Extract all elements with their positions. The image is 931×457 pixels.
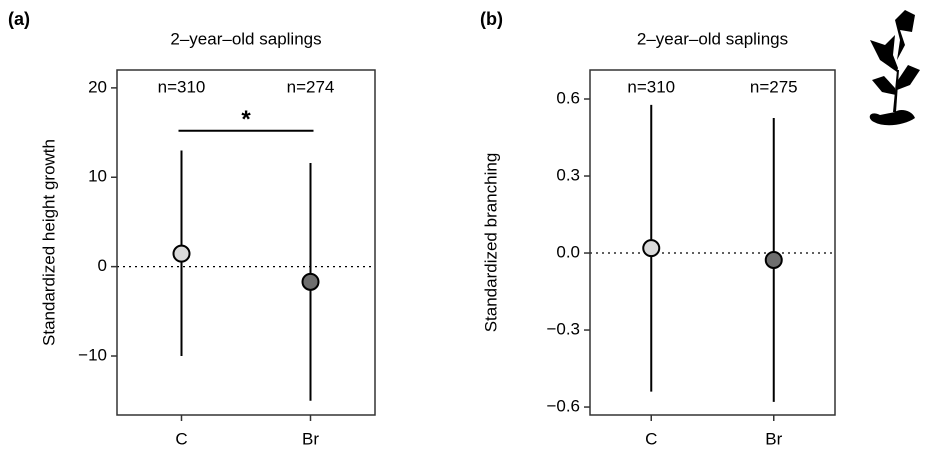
y-tick-label: 0.3	[556, 166, 580, 185]
significance-label: *	[241, 106, 251, 133]
panel-label: (b)	[480, 9, 503, 29]
chart-title: 2–year–old saplings	[170, 29, 321, 48]
chart-title: 2–year–old saplings	[637, 29, 788, 48]
x-tick-label: C	[175, 429, 187, 448]
n-label: n=310	[627, 77, 675, 96]
y-axis-label: Standardized branching	[481, 153, 500, 333]
point	[172, 244, 191, 263]
y-tick-label: 0.0	[556, 243, 580, 262]
y-tick-label: −0.3	[546, 320, 580, 339]
x-tick-label: Br	[302, 429, 319, 448]
n-label: n=275	[750, 77, 798, 96]
plot-frame	[589, 69, 836, 416]
y-tick-label: 10	[88, 167, 107, 186]
plant-icon	[869, 10, 920, 126]
y-tick-label: 0	[98, 256, 107, 275]
n-label: n=274	[287, 77, 335, 96]
x-tick-label: Br	[765, 429, 782, 448]
plot-frame	[116, 69, 376, 416]
y-tick-label: 0.6	[556, 88, 580, 107]
point	[642, 239, 661, 258]
point	[301, 272, 320, 291]
y-tick-label: −0.6	[546, 397, 580, 416]
y-tick-label: −10	[78, 345, 107, 364]
panel-label: (a)	[8, 9, 30, 29]
y-axis-label: Standardized height growth	[39, 139, 58, 346]
x-tick-label: C	[645, 429, 657, 448]
point	[764, 250, 783, 269]
y-tick-label: 20	[88, 77, 107, 96]
n-label: n=310	[158, 77, 206, 96]
